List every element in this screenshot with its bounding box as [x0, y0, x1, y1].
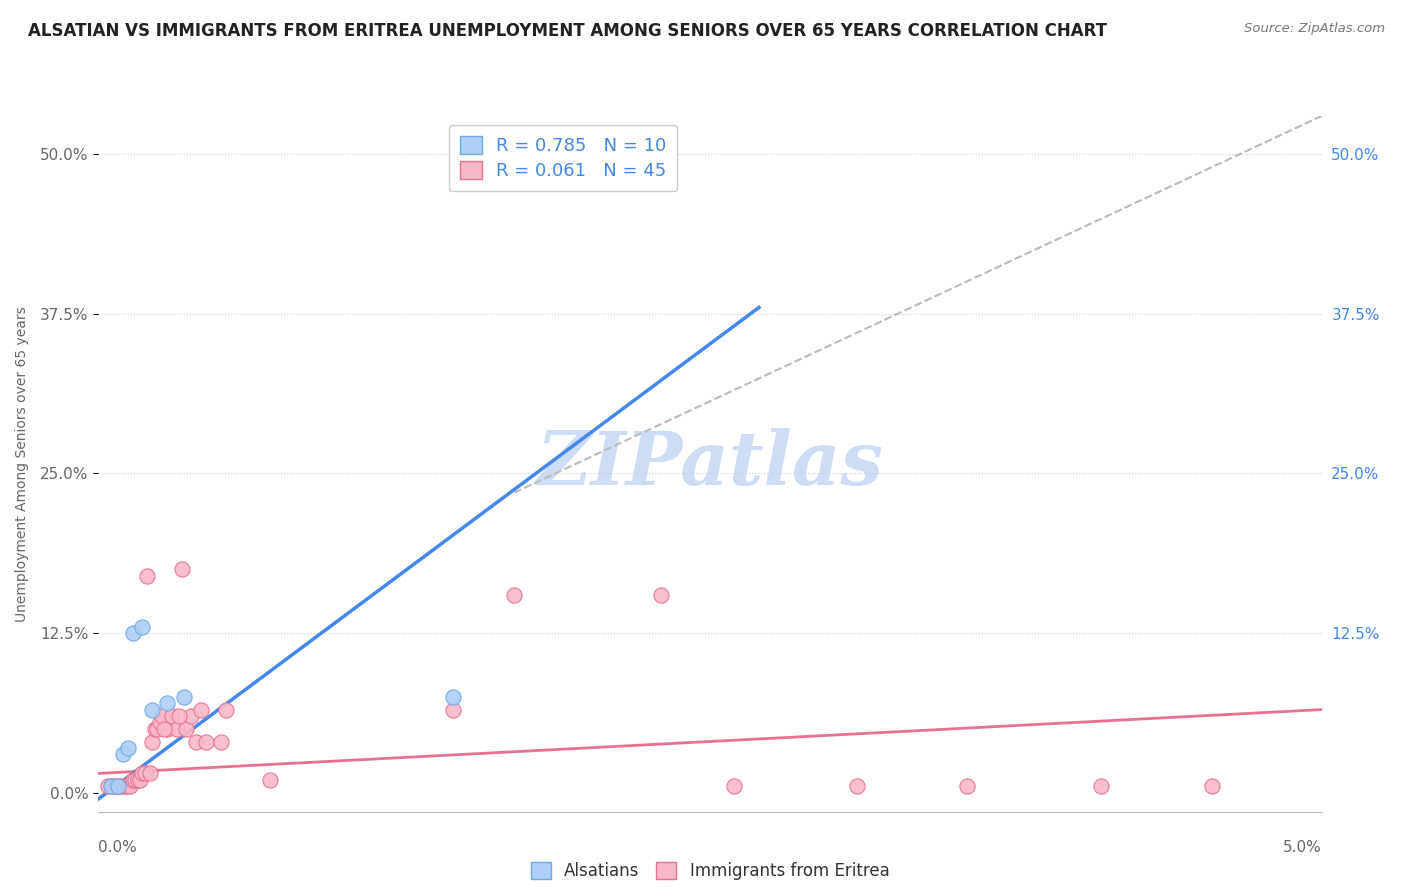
Point — [441, 703, 464, 717]
Point — [131, 766, 153, 780]
Point — [107, 779, 129, 793]
Point — [190, 703, 212, 717]
Text: 5.0%: 5.0% — [1282, 839, 1322, 855]
Point — [259, 772, 281, 787]
Point — [156, 722, 179, 736]
Point — [195, 734, 218, 748]
Y-axis label: Unemployment Among Seniors over 65 years: Unemployment Among Seniors over 65 years — [15, 306, 30, 622]
Text: ALSATIAN VS IMMIGRANTS FROM ERITREA UNEMPLOYMENT AMONG SENIORS OVER 65 YEARS COR: ALSATIAN VS IMMIGRANTS FROM ERITREA UNEM… — [28, 22, 1107, 40]
Text: 0.0%: 0.0% — [98, 839, 138, 855]
Point — [441, 690, 464, 704]
Point — [1090, 779, 1112, 793]
Point — [166, 722, 188, 736]
Point — [120, 779, 142, 793]
Point — [150, 709, 173, 723]
Point — [214, 703, 236, 717]
Point — [160, 709, 183, 723]
Point — [139, 766, 162, 780]
Point — [114, 779, 136, 793]
Point — [723, 779, 745, 793]
Point — [111, 779, 134, 793]
Point — [100, 779, 122, 793]
Point — [111, 747, 134, 762]
Point — [176, 722, 198, 736]
Point — [104, 779, 127, 793]
Point — [97, 779, 120, 793]
Point — [156, 696, 179, 710]
Point — [110, 779, 132, 793]
Point — [107, 779, 129, 793]
Point — [153, 722, 176, 736]
Point — [100, 779, 122, 793]
Point — [180, 709, 202, 723]
Point — [101, 779, 124, 793]
Point — [127, 772, 149, 787]
Point — [136, 568, 159, 582]
Point — [121, 772, 143, 787]
Point — [129, 772, 152, 787]
Point — [141, 703, 163, 717]
Text: ZIPatlas: ZIPatlas — [537, 427, 883, 500]
Point — [117, 779, 139, 793]
Text: Source: ZipAtlas.com: Source: ZipAtlas.com — [1244, 22, 1385, 36]
Point — [131, 619, 153, 633]
Point — [1201, 779, 1223, 793]
Point — [117, 740, 139, 755]
Point — [141, 734, 163, 748]
Point — [650, 588, 672, 602]
Point — [956, 779, 979, 793]
Legend: Alsatians, Immigrants from Eritrea: Alsatians, Immigrants from Eritrea — [524, 855, 896, 887]
Point — [121, 626, 143, 640]
Point — [167, 709, 190, 723]
Point — [209, 734, 232, 748]
Point — [845, 779, 868, 793]
Point — [149, 715, 172, 730]
Point — [146, 722, 169, 736]
Point — [503, 588, 526, 602]
Point — [170, 562, 193, 576]
Point — [124, 772, 146, 787]
Point — [143, 722, 166, 736]
Point — [186, 734, 208, 748]
Point — [173, 690, 195, 704]
Point — [134, 766, 156, 780]
